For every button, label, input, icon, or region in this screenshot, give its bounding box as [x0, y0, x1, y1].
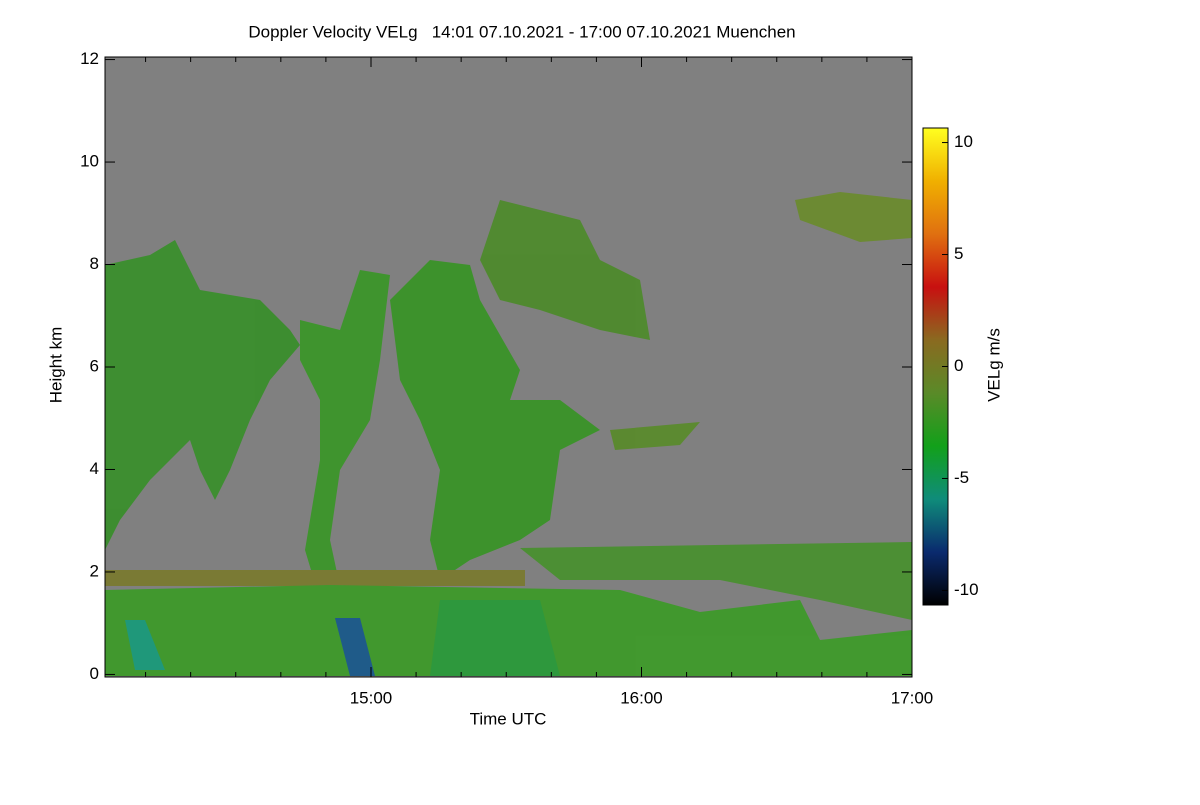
x-tick-label: 17:00	[891, 688, 934, 707]
colorbar-tick-label: 5	[954, 244, 963, 263]
x-tick-label: 16:00	[620, 688, 663, 707]
colorbar-tick-label: 0	[954, 356, 963, 375]
echo	[610, 422, 700, 450]
colorbar-tick-label: -10	[954, 580, 979, 599]
y-tick-label: 12	[80, 49, 99, 68]
colorbar-label: VELg m/s	[984, 328, 1003, 402]
echo	[335, 618, 375, 676]
y-tick-label: 2	[90, 561, 99, 580]
colorbar-tick-label: 10	[954, 132, 973, 151]
echo	[520, 542, 912, 620]
echo	[430, 600, 560, 676]
echo	[105, 240, 300, 550]
y-axis-label: Height km	[46, 327, 65, 404]
echo	[125, 620, 165, 670]
x-axis-label: Time UTC	[470, 709, 547, 728]
colorbar-tick-label: -5	[954, 468, 969, 487]
y-tick-label: 8	[90, 254, 99, 273]
y-tick-label: 4	[90, 459, 99, 478]
y-tick-label: 0	[90, 664, 99, 683]
y-tick-label: 6	[90, 356, 99, 375]
echo	[795, 192, 912, 242]
x-tick-label: 15:00	[350, 688, 393, 707]
echo	[105, 570, 525, 586]
echo-shapes	[105, 192, 912, 676]
echo	[480, 200, 650, 340]
echo	[390, 260, 600, 580]
chart-title: Doppler Velocity VELg 14:01 07.10.2021 -…	[248, 22, 795, 41]
y-tick-label: 10	[80, 152, 99, 171]
